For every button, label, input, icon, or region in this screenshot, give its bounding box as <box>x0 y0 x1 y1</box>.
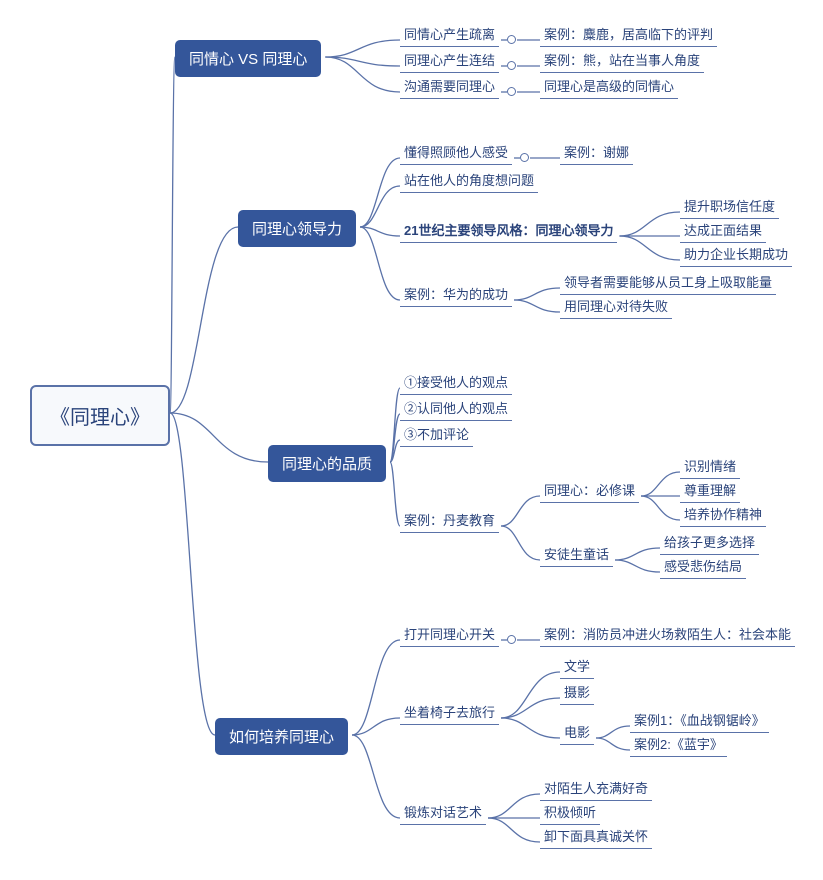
root-node: 《同理心》 <box>30 385 170 446</box>
leaf-node: 同理心：必修课 <box>540 478 639 503</box>
leaf-node: 文学 <box>560 654 594 679</box>
leaf-node: 助力企业长期成功 <box>680 242 792 267</box>
leaf-node: 21世纪主要领导风格：同理心领导力 <box>400 218 617 243</box>
leaf-node: 案例：麋鹿，居高临下的评判 <box>540 22 717 47</box>
leaf-node: 锻炼对话艺术 <box>400 800 486 825</box>
leaf-node: ②认同他人的观点 <box>400 396 512 421</box>
leaf-node: 同理心是高级的同情心 <box>540 74 678 99</box>
branch-box: 同理心的品质 <box>268 445 386 482</box>
leaf-node: 沟通需要同理心 <box>400 74 499 99</box>
connector-dot <box>507 35 516 44</box>
leaf-node: 摄影 <box>560 680 594 705</box>
leaf-node: 案例：熊，站在当事人角度 <box>540 48 704 73</box>
connector-dot <box>507 61 516 70</box>
leaf-node: 提升职场信任度 <box>680 194 779 219</box>
leaf-node: 识别情绪 <box>680 454 740 479</box>
leaf-node: 案例：丹麦教育 <box>400 508 499 533</box>
leaf-node: 给孩子更多选择 <box>660 530 759 555</box>
branch-box: 如何培养同理心 <box>215 718 348 755</box>
connector-dot <box>520 153 529 162</box>
branch-box: 同理心领导力 <box>238 210 356 247</box>
connector-dot <box>507 87 516 96</box>
leaf-node: 安徒生童话 <box>540 542 613 567</box>
leaf-node: 同理心产生连结 <box>400 48 499 73</box>
leaf-node: 领导者需要能够从员工身上吸取能量 <box>560 270 776 295</box>
leaf-node: 案例：华为的成功 <box>400 282 512 307</box>
leaf-node: 案例2:《蓝宇》 <box>630 732 727 757</box>
leaf-node: 电影 <box>560 720 594 745</box>
leaf-node: 案例：谢娜 <box>560 140 633 165</box>
leaf-node: 达成正面结果 <box>680 218 766 243</box>
leaf-node: 站在他人的角度想问题 <box>400 168 538 193</box>
leaf-node: 感受悲伤结局 <box>660 554 746 579</box>
leaf-node: 坐着椅子去旅行 <box>400 700 499 725</box>
leaf-node: 积极倾听 <box>540 800 600 825</box>
leaf-node: 尊重理解 <box>680 478 740 503</box>
leaf-node: 培养协作精神 <box>680 502 766 527</box>
leaf-node: 卸下面具真诚关怀 <box>540 824 652 849</box>
leaf-node: 案例：消防员冲进火场救陌生人：社会本能 <box>540 622 795 647</box>
leaf-node: ①接受他人的观点 <box>400 370 512 395</box>
leaf-node: 案例1：《血战钢锯岭》 <box>630 708 769 733</box>
leaf-node: 对陌生人充满好奇 <box>540 776 652 801</box>
connector-dot <box>507 635 516 644</box>
leaf-node: ③不加评论 <box>400 422 473 447</box>
leaf-node: 用同理心对待失败 <box>560 294 672 319</box>
leaf-node: 懂得照顾他人感受 <box>400 140 512 165</box>
leaf-node: 打开同理心开关 <box>400 622 499 647</box>
leaf-node: 同情心产生疏离 <box>400 22 499 47</box>
branch-box: 同情心 VS 同理心 <box>175 40 321 77</box>
